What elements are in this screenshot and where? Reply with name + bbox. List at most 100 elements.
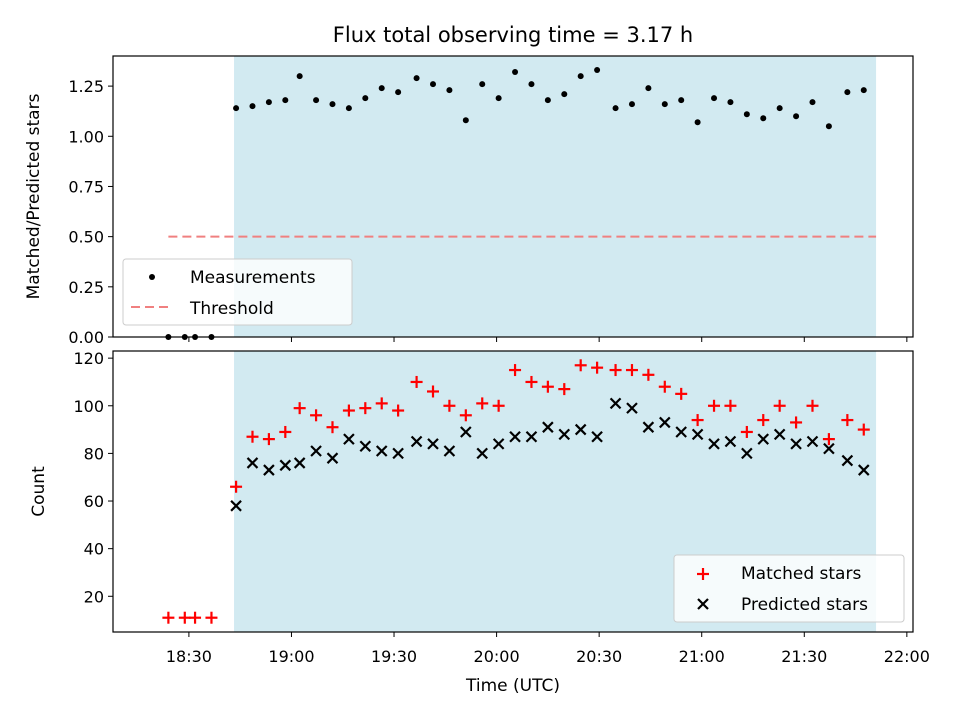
measurement-point [860, 87, 867, 94]
predicted-star-point [823, 442, 835, 455]
matched-star-point [857, 423, 870, 436]
measurement-point [512, 69, 519, 76]
x-tick-label: 19:30 [371, 647, 417, 666]
predicted-star-point [790, 438, 802, 450]
bottom-panel: 20 40 60 80 100 120 18:30 19:00 19:30 20:00 20:30… [29, 349, 930, 696]
predicted-star-point [741, 447, 753, 460]
matched-star-point [574, 359, 587, 372]
measurement-point [561, 91, 568, 98]
chart-title: Flux total observing time = 3.17 h [333, 23, 693, 47]
top-y-tick-label: 0.25 [68, 278, 104, 297]
measurement-point [694, 119, 701, 126]
predicted-star-point [460, 426, 472, 438]
legend-matched-label: Matched stars [741, 564, 861, 584]
matched-star-point [509, 364, 522, 377]
matched-star-point [492, 399, 505, 412]
matched-star-point [293, 402, 306, 415]
predicted-star-point [375, 445, 388, 457]
predicted-star-point [642, 421, 655, 433]
bottom-legend: Matched stars Predicted stars [673, 554, 905, 623]
predicted-star-point [773, 428, 786, 441]
measurement-point [678, 97, 685, 104]
measurement-point [661, 101, 668, 108]
matched-star-point [310, 409, 323, 422]
top-legend-box [122, 258, 353, 326]
measurement-point [249, 103, 256, 110]
x-tick-label: 18:30 [166, 647, 212, 666]
matched-star-point [541, 380, 554, 393]
predicted-star-point [659, 416, 671, 429]
matched-star-point [841, 414, 854, 427]
matched-star-point [359, 402, 372, 415]
measurement-point [378, 85, 385, 92]
top-y-tick-label: 0.00 [68, 328, 104, 347]
matched-star-point [724, 399, 737, 412]
x-axis-label: Time (UTC) [465, 676, 560, 696]
measurement-point [362, 95, 369, 102]
matched-star-point [675, 387, 688, 400]
bottom-y-tick-label: 40 [84, 540, 104, 559]
x-tick-label: 19:00 [268, 647, 314, 666]
predicted-star-point [574, 423, 587, 436]
top-y-axis-label: Matched/Predicted stars [24, 93, 44, 299]
legend-predicted-marker [697, 598, 709, 610]
bottom-y-tick-label: 20 [84, 587, 104, 606]
measurement-point [233, 105, 240, 112]
measurement-point [430, 81, 436, 88]
measurement-point [528, 81, 535, 88]
matched-star-point [178, 611, 191, 624]
measurement-point [793, 113, 800, 120]
matched-star-point [740, 425, 753, 438]
bottom-y-tick-label: 60 [84, 492, 104, 511]
measurement-point [809, 99, 816, 106]
matched-star-point [806, 399, 819, 412]
predicted-star-point [427, 438, 439, 450]
matched-star-point [162, 611, 175, 624]
matched-star-point [642, 368, 655, 381]
matched-star-point [262, 433, 275, 446]
matched-star-point [392, 404, 405, 417]
predicted-star-point [392, 447, 404, 460]
x-tick-label: 20:30 [576, 647, 622, 666]
legend-measurements-label: Measurements [190, 268, 316, 288]
predicted-star-point [609, 397, 622, 410]
measurement-point [329, 101, 336, 108]
predicted-star-point [558, 428, 571, 441]
predicted-star-point [293, 457, 306, 469]
predicted-star-point [230, 500, 242, 512]
predicted-star-point [359, 440, 372, 453]
matched-star-point [342, 404, 355, 417]
measurement-point [345, 105, 352, 112]
predicted-star-point [263, 464, 275, 476]
matched-star-point [476, 397, 489, 410]
x-tick-label: 20:00 [474, 647, 520, 666]
measurement-point [544, 97, 551, 104]
top-legend: Measurements Threshold [122, 258, 353, 326]
measurement-point [612, 105, 619, 112]
measurement-point [776, 105, 783, 112]
measurement-point [265, 99, 272, 106]
bottom-y-tick-label: 120 [73, 349, 104, 368]
matched-star-point [279, 425, 292, 438]
bottom-legend-box [673, 554, 905, 623]
measurement-point [743, 111, 750, 118]
matched-star-point [375, 397, 388, 410]
matched-star-point [658, 380, 671, 393]
measurement-point [594, 67, 601, 74]
top-axes-frame [112, 55, 914, 338]
measurement-point [413, 75, 420, 82]
matched-star-point [708, 399, 721, 412]
top-y-tick-label: 0.75 [68, 177, 104, 196]
measurement-point [711, 95, 718, 102]
predicted-star-point [757, 433, 770, 445]
legend-measurements-marker [149, 274, 155, 280]
measurement-point [282, 97, 289, 104]
x-tick-label: 21:30 [781, 647, 827, 666]
predicted-star-point [525, 430, 538, 443]
matched-star-point [246, 430, 259, 443]
predicted-star-point [492, 438, 505, 450]
measurement-point [577, 73, 584, 80]
matched-star-point [205, 611, 218, 624]
measurement-point [825, 123, 832, 130]
measurement-point [395, 89, 402, 96]
